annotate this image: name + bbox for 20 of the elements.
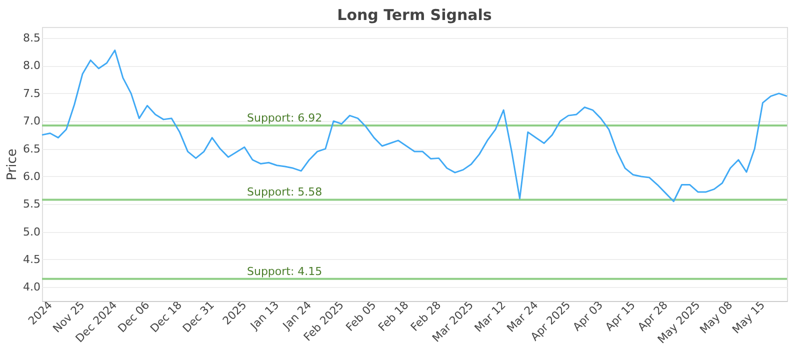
ref-line-label: Support: 6.92 — [247, 112, 322, 125]
y-tick-label: 4.0 — [23, 280, 40, 294]
y-tick-label: 5.0 — [23, 225, 40, 238]
y-tick-label: 4.5 — [23, 252, 40, 266]
chart-title: Long Term Signals — [337, 6, 492, 24]
ref-line-label: Support: 5.58 — [247, 186, 322, 199]
y-tick-label: 7.5 — [23, 86, 40, 100]
y-tick-label: 8.5 — [23, 32, 40, 45]
y-axis-title: Price — [5, 148, 20, 180]
y-tick-label: 6.0 — [23, 170, 40, 183]
x-tick-label: Apr 15 — [602, 298, 638, 334]
x-tick-label: Apr 03 — [570, 298, 606, 334]
y-tick-label: 6.5 — [23, 142, 40, 156]
ref-line-label: Support: 4.15 — [247, 264, 322, 278]
y-tick-label: 8.0 — [23, 59, 40, 72]
line-series — [41, 50, 788, 202]
x-tick-label: Dec 31 — [180, 298, 217, 336]
y-tick-label: 7.0 — [23, 114, 40, 128]
x-tick-label: Jan 13 — [247, 298, 282, 333]
y-tick-label: 5.5 — [23, 198, 40, 211]
